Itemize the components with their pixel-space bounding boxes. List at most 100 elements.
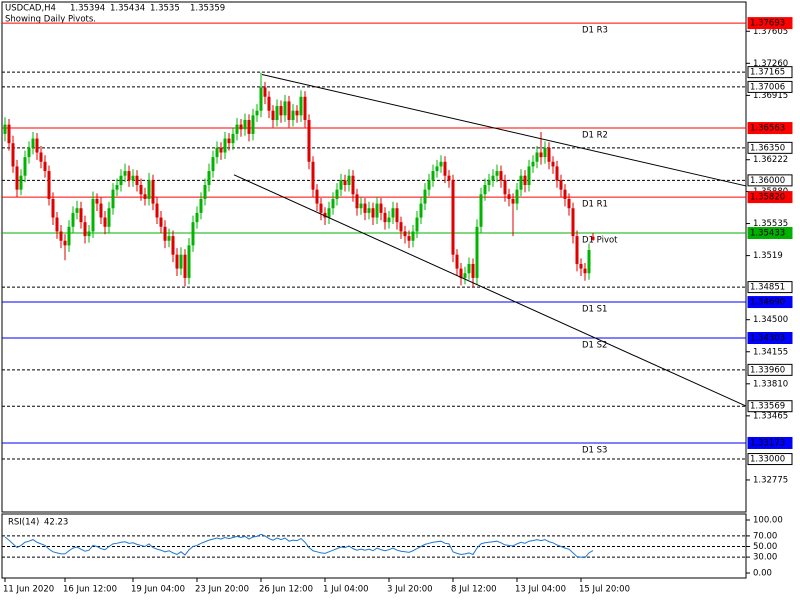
- candle-body: [127, 171, 131, 181]
- x-tick-label: 1 Jul 04:00: [323, 585, 369, 595]
- candle-body: [283, 101, 287, 116]
- x-tick-label: 23 Jun 20:00: [195, 585, 249, 595]
- candle-body: [343, 180, 347, 186]
- level-label: 1.37693: [750, 19, 785, 29]
- candle-body: [131, 175, 135, 181]
- candle-body: [335, 189, 339, 199]
- level-name: D1 R1: [582, 200, 608, 210]
- level-label: 1.33569: [750, 402, 785, 412]
- subtitle: Showing Daily Pivots.: [5, 15, 96, 25]
- candle-body: [119, 175, 123, 186]
- candle-body: [75, 208, 79, 213]
- candle-body: [407, 236, 411, 241]
- candle-body: [55, 217, 59, 232]
- candle-body: [123, 171, 127, 176]
- candle-body: [311, 161, 315, 190]
- candle-body: [339, 180, 343, 190]
- level-name: D1 S2: [582, 341, 607, 351]
- candle-body: [271, 110, 275, 120]
- candle-body: [439, 161, 443, 167]
- x-tick-label: 11 Jun 2020: [3, 585, 54, 595]
- y-tick-label: 1.37260: [753, 59, 788, 69]
- candle-body: [43, 161, 47, 172]
- level-name: D1 S1: [582, 305, 607, 315]
- level-label: 1.33960: [750, 365, 785, 375]
- ohlc-value: 1.3535: [150, 4, 180, 14]
- candle-body: [467, 263, 471, 274]
- candle-body: [411, 231, 415, 241]
- candle-body: [195, 212, 199, 223]
- candle-body: [551, 161, 555, 167]
- candle-body: [235, 124, 239, 134]
- candle-body: [515, 189, 519, 204]
- candle-body: [247, 119, 251, 134]
- candle-body: [351, 175, 355, 195]
- candle-body: [243, 119, 247, 130]
- trendline: [233, 174, 747, 407]
- candle-body: [227, 138, 231, 144]
- candle-body: [107, 208, 111, 227]
- candle-body: [347, 175, 351, 186]
- level-name: D1 R3: [582, 26, 608, 36]
- candle-body: [87, 231, 91, 237]
- candle-body: [111, 189, 115, 209]
- candle-body: [323, 212, 327, 218]
- candle-body: [71, 212, 75, 227]
- candle-body: [175, 254, 179, 269]
- x-tick-label: 8 Jul 12:00: [451, 585, 497, 595]
- candle-body: [255, 110, 259, 116]
- candle-body: [99, 203, 103, 218]
- candle-body: [295, 110, 299, 116]
- candle-body: [535, 152, 539, 162]
- candle-body: [375, 203, 379, 218]
- candle-body: [363, 203, 367, 213]
- candle-body: [223, 138, 227, 153]
- candle-body: [259, 87, 263, 111]
- candle-body: [579, 263, 583, 269]
- level-label-box: [747, 66, 793, 79]
- candle-body: [475, 226, 479, 278]
- candle-body: [267, 96, 271, 111]
- rsi-line: [4, 533, 594, 559]
- candle-body: [15, 166, 19, 190]
- candle-body: [563, 189, 567, 199]
- candle-body: [211, 157, 215, 172]
- rsi-tick-label: 70.00: [753, 531, 777, 541]
- level-label: 1.35820: [750, 193, 785, 203]
- candle-body: [511, 198, 515, 204]
- level-label: 1.34851: [750, 283, 785, 293]
- level-label-box: [747, 436, 793, 449]
- level-label-box: [747, 281, 793, 294]
- y-tick-label: 1.36915: [753, 91, 788, 101]
- level-label-box: [747, 141, 793, 154]
- y-tick-label: 1.34500: [753, 315, 788, 325]
- candle-body: [459, 268, 463, 278]
- candle-body: [167, 236, 171, 241]
- candle-body: [215, 147, 219, 158]
- candle-body: [7, 124, 11, 144]
- candle-body: [151, 180, 155, 204]
- rsi-tick-label: 30.00: [753, 553, 777, 563]
- level-label-box: [747, 363, 793, 376]
- x-tick-label: 15 Jul 20:00: [579, 585, 630, 595]
- candle-body: [427, 180, 431, 190]
- ohlc-value: 1.35359: [190, 4, 225, 14]
- candle-body: [447, 175, 451, 181]
- candle-body: [203, 185, 207, 199]
- candle-body: [367, 208, 371, 213]
- candle-body: [191, 222, 195, 246]
- candle-body: [483, 185, 487, 195]
- level-name: D1 S3: [582, 445, 607, 455]
- candle-body: [443, 161, 447, 176]
- trendline: [261, 73, 747, 187]
- level-label: 1.36000: [750, 176, 785, 186]
- candle-body: [571, 208, 575, 237]
- level-label-box: [747, 17, 793, 30]
- header: USDCAD,H4 Showing Daily Pivots. RSI(14): [5, 4, 96, 528]
- candle-body: [159, 217, 163, 227]
- candle-body: [399, 222, 403, 232]
- x-tick-label: 19 Jun 04:00: [131, 585, 185, 595]
- rsi-tick-label: 50.00: [753, 542, 777, 552]
- level-label-box: [747, 80, 793, 93]
- y-tick-label: 1.3519: [753, 251, 783, 261]
